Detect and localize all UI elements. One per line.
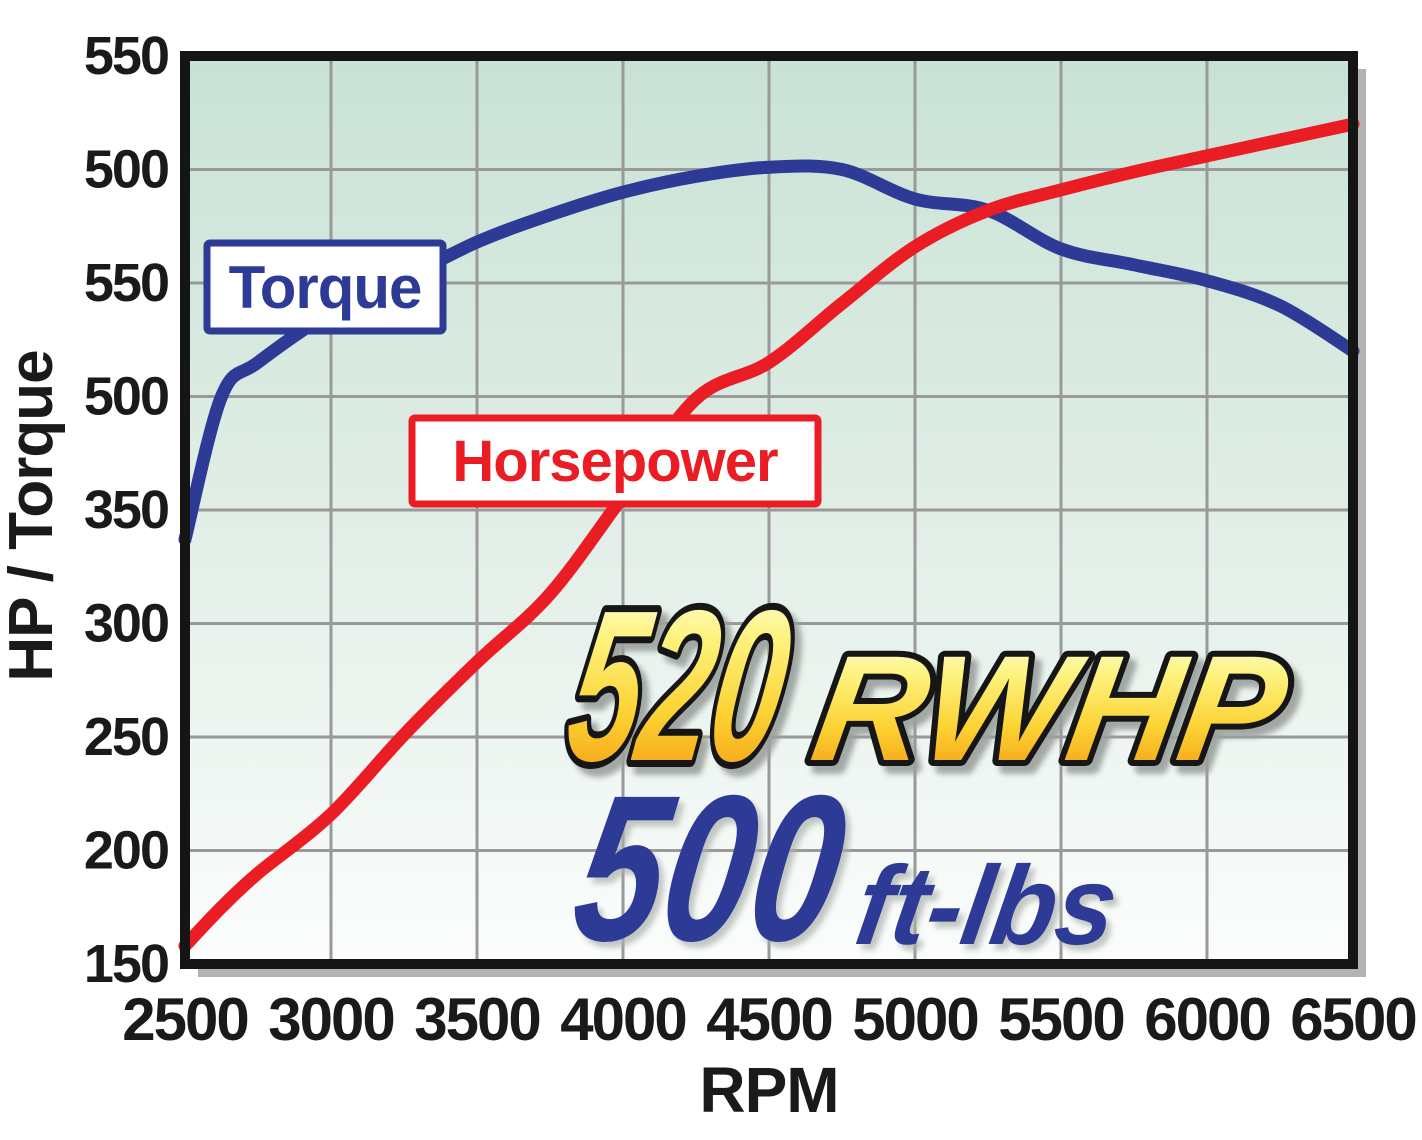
legend-torque-label: Torque [229,254,422,321]
y-tick-label: 550 [84,26,168,86]
legend-torque-box [203,239,447,335]
x-tick-label: 5500 [998,986,1123,1053]
y-tick-label: 250 [84,707,168,767]
y-tick-label: 300 [84,594,168,654]
y-tick-label: 200 [84,821,168,881]
plot-frame [180,51,1358,969]
x-tick-label: 3500 [414,986,539,1053]
y-axis-title: HP / Torque [0,350,66,681]
y-tick-label: 500 [84,367,168,427]
legend-horsepower-box [408,414,822,508]
y-tick-label: 350 [84,480,168,540]
torque-callout-unit: ft-lbs [848,843,1126,968]
x-tick-label: 6500 [1290,986,1415,1053]
x-tick-label: 2500 [122,986,247,1053]
hp-callout-value: 520 [555,565,805,805]
torque-curve [178,159,1360,547]
legend-horsepower: Horsepower [408,414,822,508]
x-tick-label: 5000 [852,986,977,1053]
plot-area [178,51,1366,977]
x-tick-label: 3000 [268,986,393,1053]
x-tick-label: 4000 [560,986,685,1053]
y-tick-label: 500 [84,140,168,200]
x-axis-title: RPM [699,1054,838,1126]
horsepower-curve [178,117,1360,953]
y-tick-label: 550 [84,253,168,313]
x-tick-label: 6000 [1144,986,1269,1053]
legend-torque: Torque [203,239,447,335]
hp-callout: 520 RWHP [548,558,1304,812]
x-tick-label: 4500 [706,986,831,1053]
legend-horsepower-label: Horsepower [452,429,778,494]
y-tick-label: 150 [84,934,168,994]
torque-callout-value: 500 [561,753,860,985]
hp-callout-unit: RWHP [803,624,1298,792]
torque-callout: 500 ft-lbs [561,753,1126,985]
